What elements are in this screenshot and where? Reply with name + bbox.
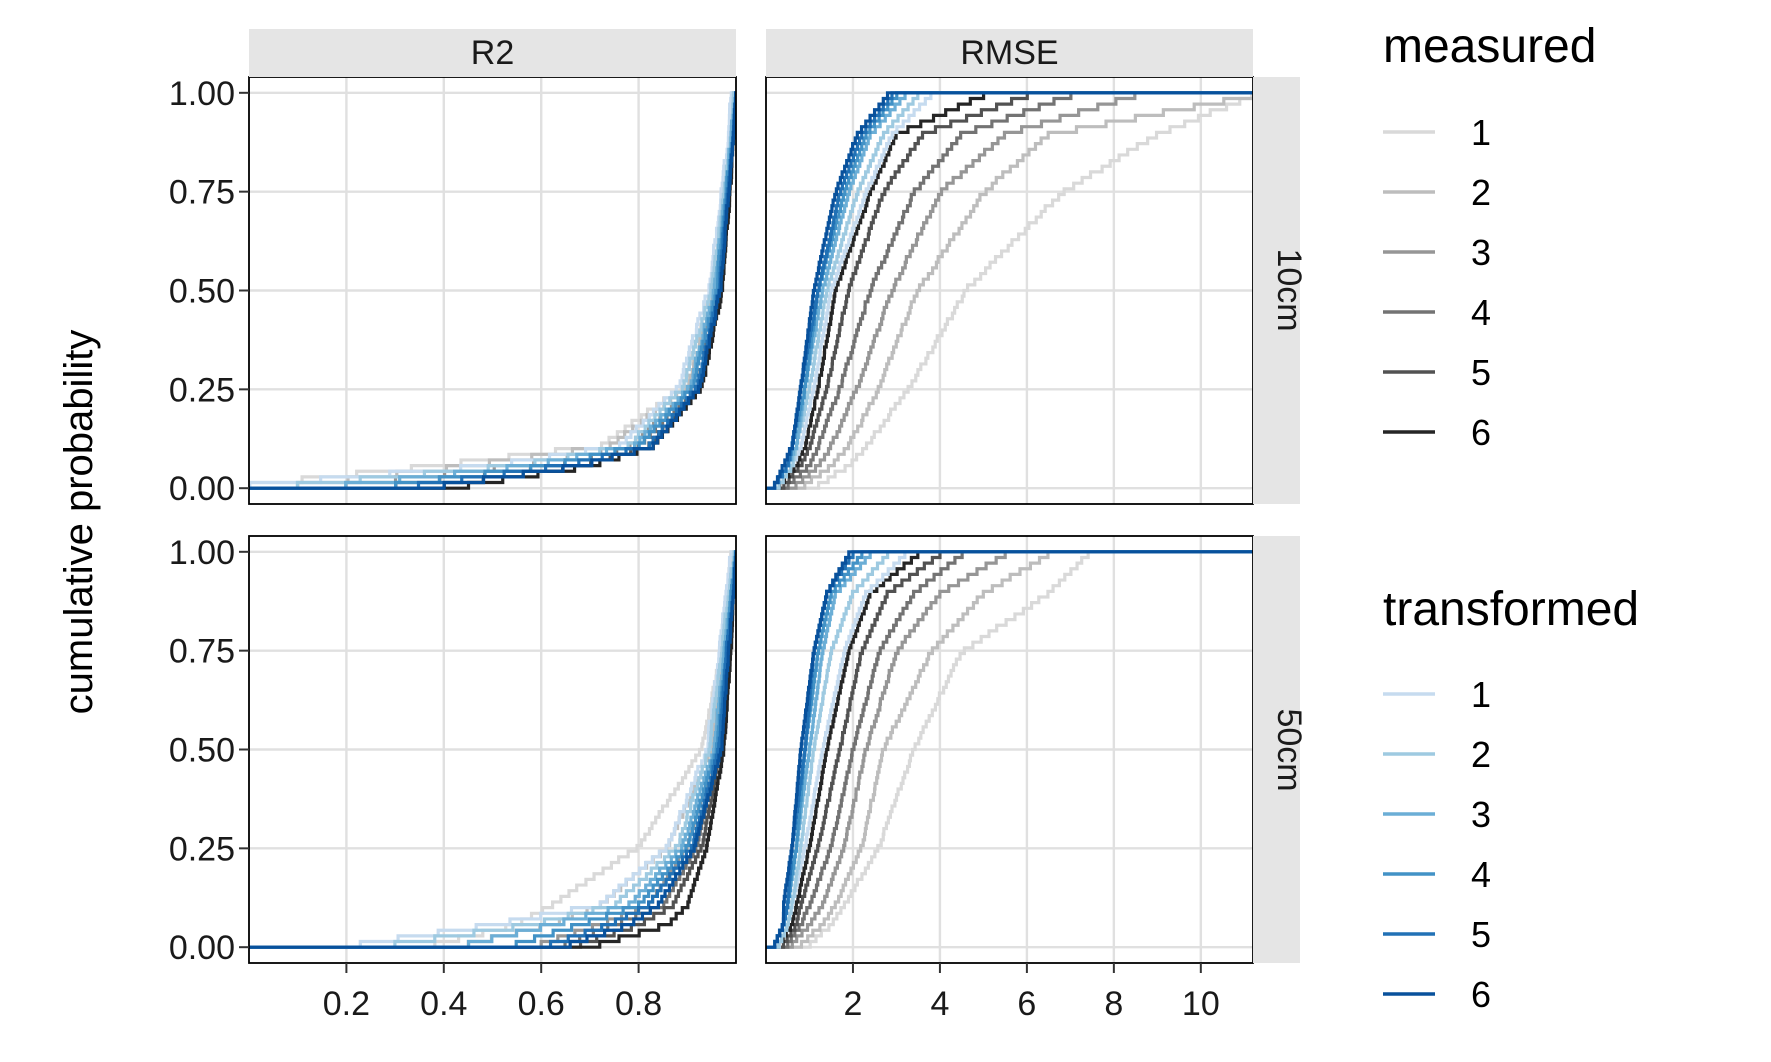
gridlines: [249, 77, 736, 504]
x-tick-label: 0.2: [323, 985, 370, 1023]
panel-RMSE-10cm: [765, 76, 1254, 505]
strip-label-50cm: 50cm: [1270, 708, 1308, 791]
series-line-transformed-6: [766, 91, 1253, 490]
panel-R2-10cm: [248, 76, 737, 505]
y-tick-label: 0.75: [169, 174, 235, 212]
series-line-measured-6: [766, 91, 1253, 490]
series-line-transformed-3: [249, 91, 736, 490]
strip-label-RMSE: RMSE: [960, 34, 1058, 72]
series-line-measured-4: [766, 91, 1253, 490]
strip-bg-RMSE: [766, 29, 1253, 77]
y-tick-label: 0.25: [169, 371, 235, 409]
legend-label-measured-3: 3: [1471, 232, 1491, 273]
legend-label-transformed-3: 3: [1471, 794, 1491, 835]
strip-label-10cm: 10cm: [1270, 248, 1308, 331]
y-tick-label: 0.50: [169, 732, 235, 770]
y-tick-label: 1.00: [169, 75, 235, 113]
y-tick-label: 0.75: [169, 633, 235, 671]
legend-label-transformed-2: 2: [1471, 734, 1491, 775]
panel-RMSE-50cm: [765, 535, 1254, 964]
series-line-transformed-1: [766, 91, 1253, 490]
series-line-transformed-1: [249, 91, 736, 490]
legend-label-measured-5: 5: [1471, 352, 1491, 393]
series-line-transformed-6: [766, 550, 1253, 949]
series-line-measured-3: [766, 550, 1253, 949]
series-line-transformed-3: [766, 91, 1253, 490]
series-line-measured-1: [766, 550, 1253, 949]
legend-label-measured-2: 2: [1471, 172, 1491, 213]
legend-label-transformed-1: 1: [1471, 674, 1491, 715]
legend-label-transformed-6: 6: [1471, 974, 1491, 1015]
x-tick-label: 4: [930, 985, 949, 1023]
legend-label-measured-1: 1: [1471, 112, 1491, 153]
legend: measured transformed 1 2 3 4 5 6 1 2 3 4 5 6: [1383, 20, 1639, 1015]
panels-layer: [248, 76, 1254, 964]
legend-label-measured-6: 6: [1471, 412, 1491, 453]
y-tick-label: 0.50: [169, 273, 235, 311]
x-tick-label: 0.8: [615, 985, 662, 1023]
y-axis-title: cumulative probability: [57, 330, 101, 715]
legend-group-measured: 1 2 3 4 5 6: [1383, 112, 1491, 453]
legend-title-transformed: transformed: [1383, 583, 1639, 636]
strip-bg-10cm: [1253, 77, 1300, 504]
legend-label-transformed-4: 4: [1471, 854, 1491, 895]
series-line-measured-4: [766, 550, 1253, 949]
series-line-transformed-1: [249, 550, 736, 949]
strip-bg-50cm: [1253, 536, 1300, 963]
series-line-transformed-6: [249, 550, 736, 949]
x-tick-label: 8: [1104, 985, 1123, 1023]
y-tick-label: 1.00: [169, 534, 235, 572]
axis-ticks: 0.00 0.25 0.50 0.75 1.00 0.00 0.25 0.50 0.75 1.00…: [169, 75, 1220, 1023]
facet-strips: R2 RMSE 10cm 50cm: [249, 29, 1308, 963]
strip-bg-R2: [249, 29, 736, 77]
series-line-measured-5: [766, 91, 1253, 490]
panel-R2-50cm: [248, 535, 737, 964]
y-tick-label: 0.00: [169, 470, 235, 508]
series-line-transformed-2: [249, 550, 736, 949]
y-tick-label: 0.00: [169, 929, 235, 967]
series-line-transformed-6: [249, 91, 736, 490]
strip-backgrounds: [249, 29, 1300, 963]
series-lines: [766, 550, 1253, 949]
x-tick-label: 0.4: [420, 985, 467, 1023]
legend-group-transformed: 1 2 3 4 5 6: [1383, 674, 1491, 1015]
series-lines: [249, 550, 736, 949]
series-line-measured-5: [766, 550, 1253, 949]
strip-label-R2: R2: [471, 34, 514, 72]
series-line-measured-3: [766, 91, 1253, 490]
x-tick-label: 0.6: [518, 985, 565, 1023]
y-tick-label: 0.25: [169, 830, 235, 868]
legend-title-measured: measured: [1383, 20, 1596, 73]
series-line-measured-2: [766, 550, 1253, 949]
series-line-transformed-2: [766, 91, 1253, 490]
x-tick-label: 2: [844, 985, 863, 1023]
legend-label-measured-4: 4: [1471, 292, 1491, 333]
series-line-measured-2: [766, 91, 1253, 490]
series-lines: [766, 91, 1253, 490]
x-tick-label: 10: [1182, 985, 1220, 1023]
series-line-measured-1: [766, 91, 1253, 490]
series-lines: [249, 91, 736, 490]
series-line-measured-6: [766, 550, 1253, 949]
x-tick-label: 6: [1017, 985, 1036, 1023]
series-line-transformed-2: [766, 550, 1253, 949]
gridlines: [766, 77, 1253, 504]
legend-label-transformed-5: 5: [1471, 914, 1491, 955]
